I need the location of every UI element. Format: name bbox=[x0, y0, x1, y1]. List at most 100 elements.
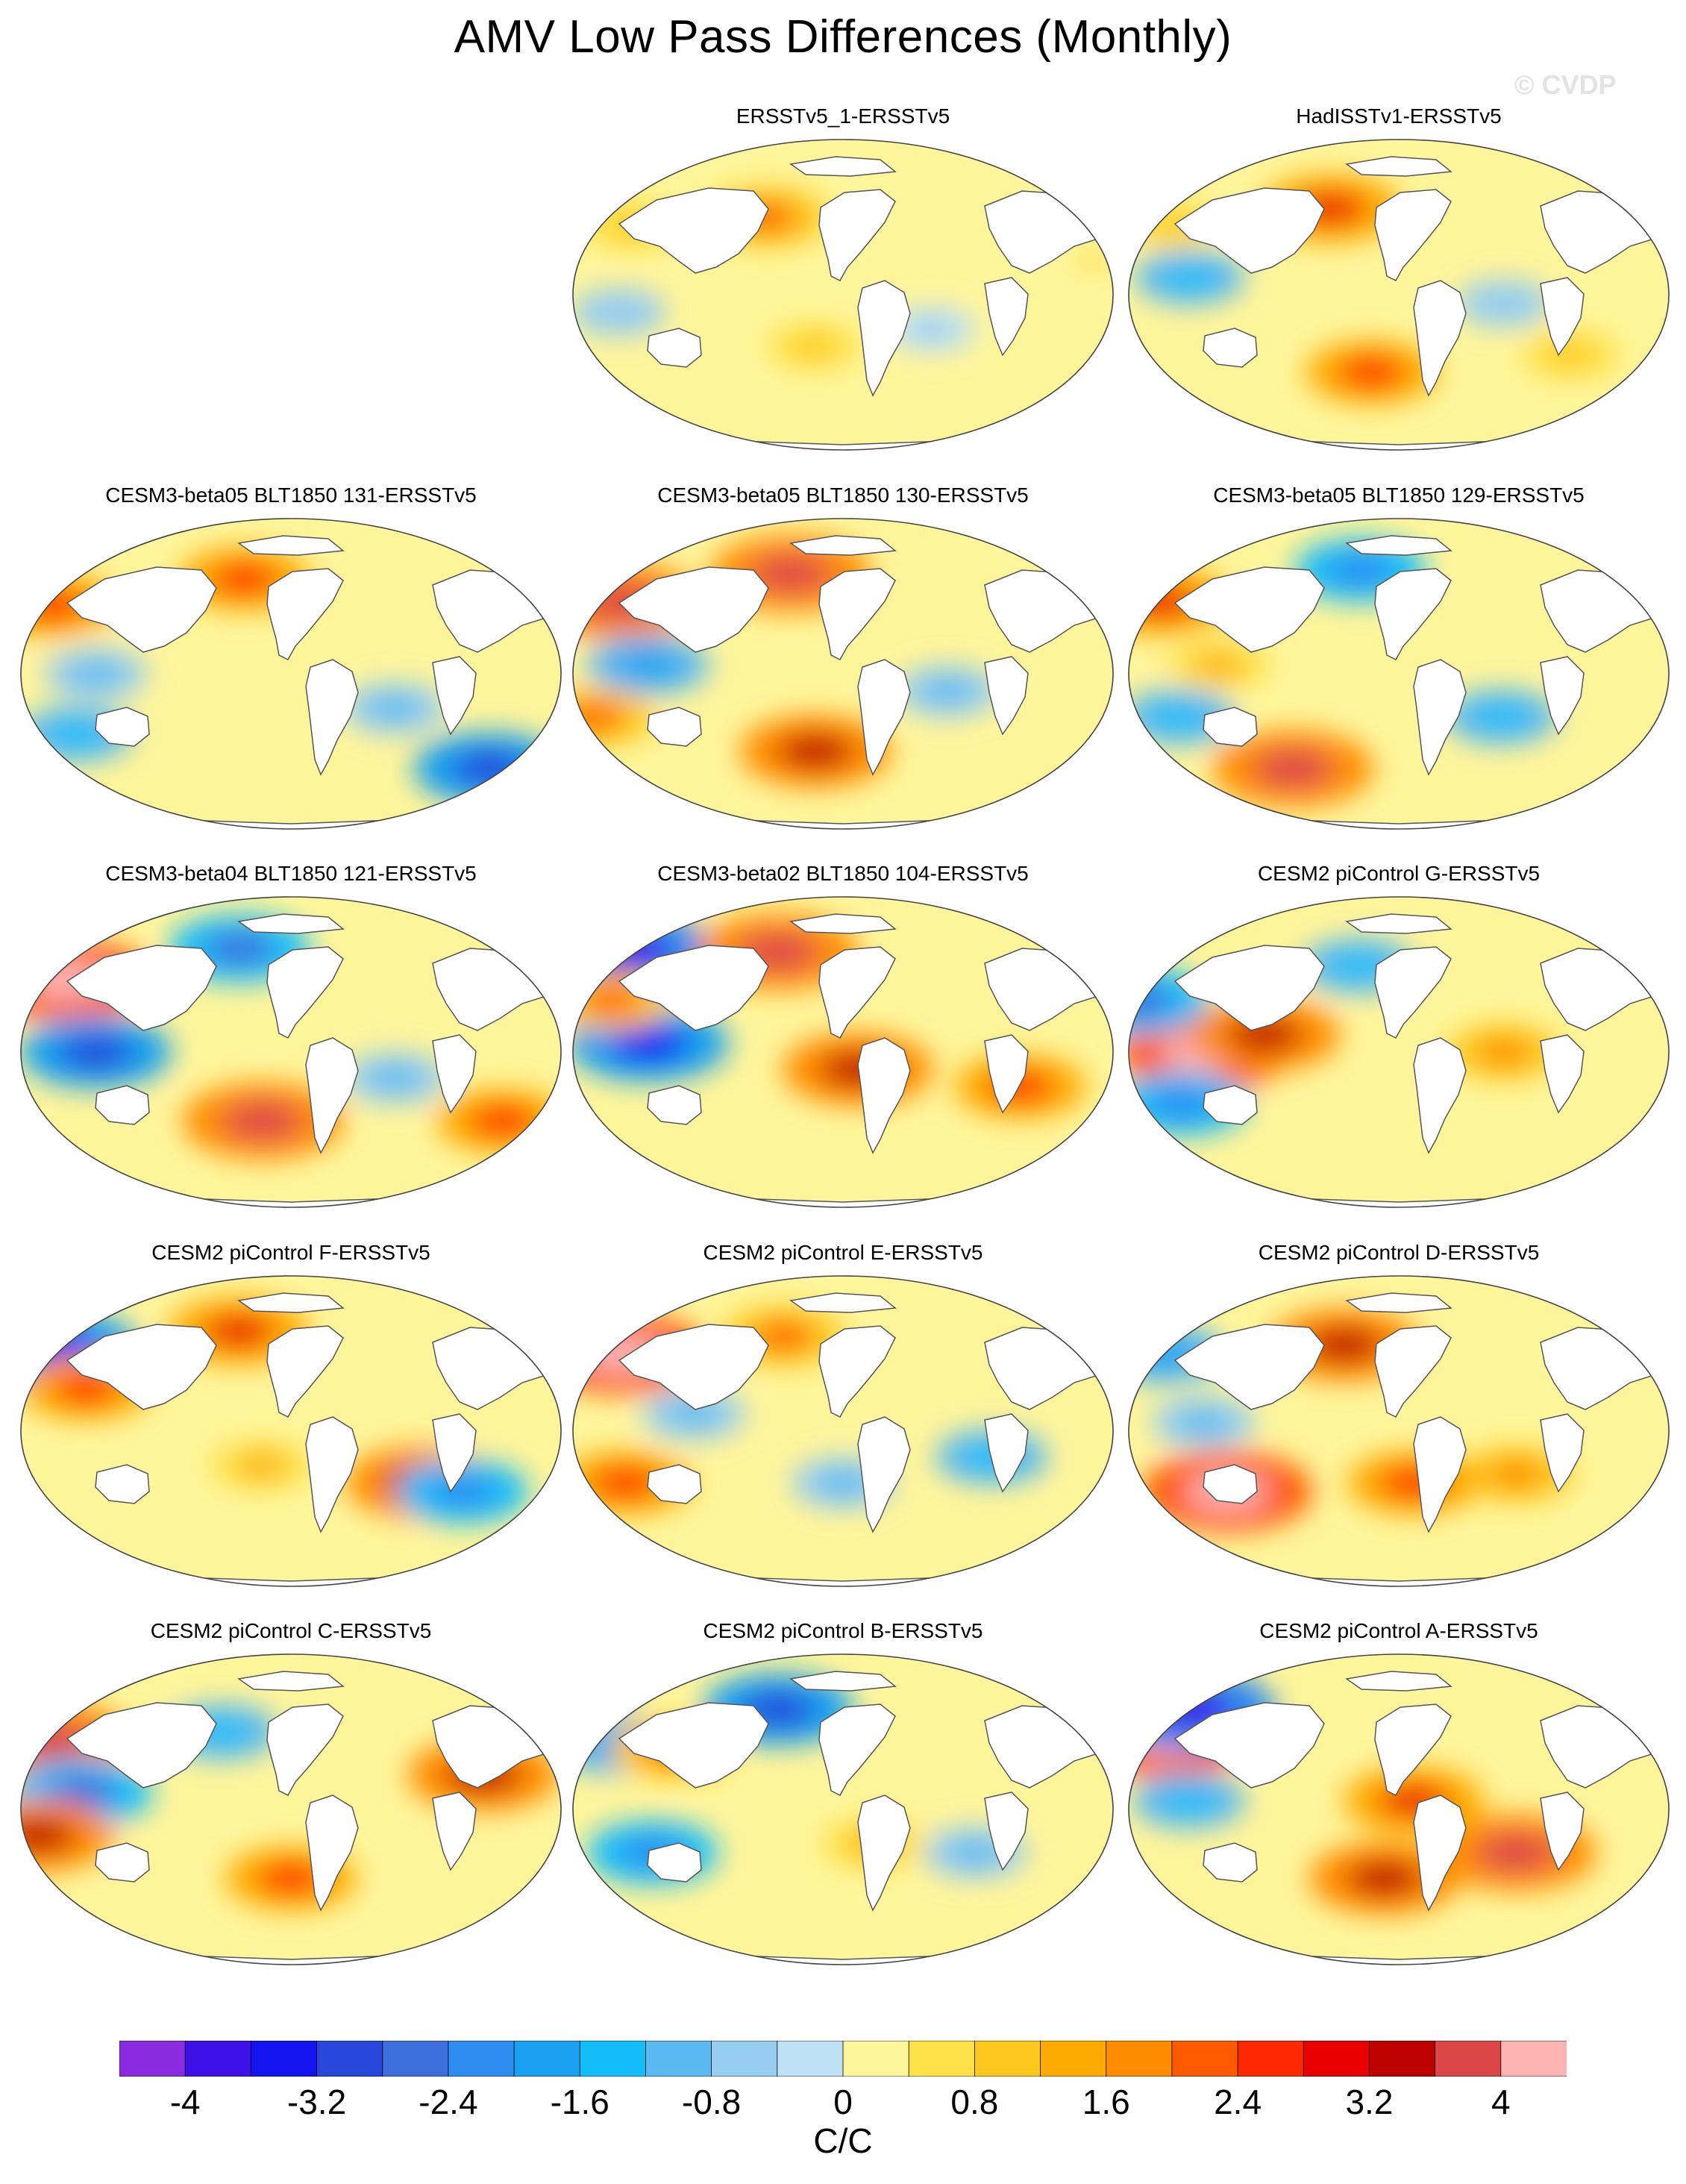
colorbar-tick-label: -3.2 bbox=[286, 2083, 347, 2121]
map-outline bbox=[20, 896, 562, 1208]
land-mask bbox=[432, 1034, 477, 1114]
colorbar-swatch bbox=[250, 2041, 318, 2077]
land-mask bbox=[618, 1702, 769, 1789]
anomaly-core bbox=[922, 678, 973, 704]
anomaly-core bbox=[778, 733, 853, 769]
colorbar-swatch bbox=[1435, 2041, 1502, 2077]
panel-title: CESM2 piControl F-ERSSTv5 bbox=[151, 1241, 430, 1264]
colorbar-swatch bbox=[382, 2041, 449, 2077]
map-panel: CESM3-beta05 BLT1850 131-ERSSTv5 bbox=[15, 484, 567, 834]
colorbar-units-label: C/C bbox=[813, 2121, 873, 2160]
land-mask bbox=[266, 1325, 344, 1418]
anomaly-core bbox=[1488, 1461, 1544, 1488]
land-mask bbox=[1345, 535, 1452, 556]
colorbar-swatch bbox=[974, 2041, 1041, 2077]
land-mask bbox=[1413, 1416, 1467, 1533]
panel-title: CESM2 piControl C-ERSSTv5 bbox=[150, 1619, 432, 1642]
land-mask bbox=[432, 1413, 477, 1493]
land-mask bbox=[1540, 1792, 1585, 1871]
anomaly-core bbox=[1473, 704, 1529, 730]
land-mask bbox=[66, 566, 217, 653]
anomaly-core bbox=[236, 1454, 286, 1478]
colorbar-swatch bbox=[1106, 2041, 1173, 2077]
anomaly-core bbox=[1149, 1088, 1214, 1119]
land-mask bbox=[818, 1325, 896, 1418]
anomaly-core bbox=[753, 1321, 814, 1351]
colorbar-swatch bbox=[119, 2041, 187, 2077]
land-mask bbox=[95, 1464, 150, 1504]
main-title: AMV Low Pass Differences (Monthly) bbox=[454, 11, 1232, 63]
map-outline bbox=[572, 896, 1114, 1208]
land-mask bbox=[857, 1416, 911, 1533]
panel-title: CESM2 piControl D-ERSSTv5 bbox=[1258, 1241, 1540, 1264]
colorbar-swatch bbox=[711, 2041, 778, 2077]
land-mask bbox=[857, 659, 911, 776]
map-outline bbox=[1128, 139, 1670, 451]
map-outline bbox=[572, 518, 1114, 830]
land-mask bbox=[1173, 566, 1325, 653]
global-map bbox=[1128, 139, 1670, 451]
map-outline bbox=[1128, 518, 1670, 830]
ocean-background bbox=[573, 1276, 1113, 1586]
map-panel: CESM3-beta02 BLT1850 104-ERSSTv5 bbox=[567, 862, 1119, 1213]
panel-title: CESM2 piControl A-ERSSTv5 bbox=[1259, 1619, 1538, 1642]
anomaly-core bbox=[1162, 264, 1217, 291]
panel-title: CESM3-beta04 BLT1850 121-ERSSTv5 bbox=[105, 862, 477, 885]
map-outline bbox=[572, 139, 1114, 451]
map-outline bbox=[1128, 1275, 1670, 1587]
land-mask bbox=[1203, 707, 1258, 747]
land-mask bbox=[1203, 1842, 1258, 1883]
anomaly-core bbox=[910, 319, 953, 340]
land-mask bbox=[95, 707, 150, 747]
land-mask bbox=[789, 1671, 897, 1692]
map-panel: CESM2 piControl A-ERSSTv5 bbox=[1123, 1619, 1675, 1970]
panel-title: HadISSTv1-ERSSTv5 bbox=[1296, 104, 1502, 128]
panel-title: ERSSTv5_1-ERSSTv5 bbox=[736, 104, 950, 128]
map-outline bbox=[572, 1653, 1114, 1965]
land-mask bbox=[1345, 1671, 1452, 1692]
land-mask bbox=[789, 1292, 897, 1313]
anomaly-core bbox=[1546, 343, 1595, 367]
panel-title: CESM2 piControl E-ERSSTv5 bbox=[703, 1241, 983, 1264]
panel-title: CESM2 piControl G-ERSSTv5 bbox=[1257, 862, 1541, 885]
colorbar-tick-label: -0.8 bbox=[681, 2083, 742, 2121]
anomaly-core bbox=[21, 1818, 75, 1853]
colorbar-tick-label: -1.6 bbox=[550, 2083, 609, 2121]
colorbar-swatch bbox=[1237, 2041, 1305, 2077]
global-map bbox=[20, 896, 562, 1208]
land-mask bbox=[1345, 1292, 1452, 1313]
anomaly-core bbox=[258, 1863, 324, 1894]
anomaly-core bbox=[70, 661, 122, 686]
land-mask bbox=[857, 1795, 911, 1912]
global-map bbox=[20, 1653, 562, 1965]
land-mask bbox=[305, 1795, 359, 1912]
anomaly-core bbox=[1194, 653, 1244, 678]
panel-title: CESM3-beta05 BLT1850 131-ERSSTv5 bbox=[105, 484, 477, 507]
land-mask bbox=[1540, 1034, 1585, 1114]
colorbar-tick-label: -4 bbox=[169, 2083, 201, 2121]
colorbar-swatch bbox=[184, 2041, 252, 2077]
colorbar-swatch bbox=[579, 2041, 647, 2077]
land-mask bbox=[66, 1324, 217, 1410]
anomaly-core bbox=[1476, 1039, 1532, 1066]
anomaly-core bbox=[1161, 1787, 1217, 1815]
anomaly-core bbox=[47, 1776, 116, 1809]
anomaly-core bbox=[369, 696, 420, 721]
land-mask bbox=[618, 566, 769, 653]
anomaly-core bbox=[1476, 1834, 1555, 1871]
land-mask bbox=[984, 1413, 1029, 1493]
colorbar-swatch bbox=[1303, 2041, 1370, 2077]
map-panel: CESM2 piControl B-ERSSTv5 bbox=[567, 1619, 1119, 1970]
anomaly-core bbox=[48, 721, 104, 748]
colorbar-swatch bbox=[1369, 2041, 1436, 2077]
colorbar-tick-label: -2.4 bbox=[419, 2083, 478, 2121]
land-mask bbox=[618, 945, 769, 1031]
watermark: © CVDP bbox=[1514, 69, 1617, 100]
land-mask bbox=[1540, 656, 1585, 736]
panel-title: CESM2 piControl B-ERSSTv5 bbox=[703, 1619, 983, 1642]
anomaly-core bbox=[212, 563, 278, 595]
anomaly-core bbox=[818, 1471, 868, 1495]
anomaly-core bbox=[1307, 1327, 1382, 1362]
anomaly-core bbox=[1151, 704, 1207, 730]
anomaly-core bbox=[470, 1106, 535, 1136]
